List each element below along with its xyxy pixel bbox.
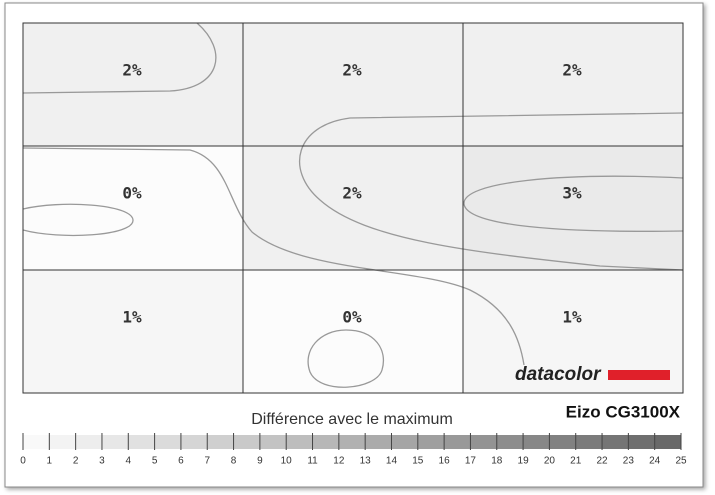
scale-tick-label: 22 (596, 456, 608, 467)
scale-segment (365, 435, 392, 449)
scale-segment (259, 435, 287, 449)
scale-tick-label: 12 (333, 456, 345, 467)
color-scale: 0 1 2 3 4 5 6 7 8 9 10 11 12 13 14 15 16 17 18 19 20 21 22 23 24… (20, 433, 687, 467)
cell (23, 146, 243, 270)
scale-tick-label: 0 (20, 456, 26, 467)
scale-tick-label: 2 (73, 456, 79, 467)
scale-tick-label: 21 (570, 456, 582, 467)
scale-segment (154, 435, 181, 449)
scale-segment (312, 435, 339, 449)
scale-segment (128, 435, 155, 449)
scale-tick-label: 18 (491, 456, 503, 467)
scale-segment (444, 435, 471, 449)
cell-label: 1% (122, 308, 142, 327)
contour (463, 175, 683, 232)
scale-segment (101, 435, 129, 449)
scale-tick-label: 14 (386, 456, 398, 467)
contour (307, 329, 384, 388)
model-label: Eizo CG3100X (566, 402, 681, 421)
scale-tick-label: 17 (465, 456, 477, 467)
scale-segment (391, 435, 418, 449)
scale-segment (417, 435, 445, 449)
scale-segment (523, 435, 550, 449)
contours (23, 23, 683, 388)
contour (23, 147, 525, 366)
cell-label: 1% (562, 308, 582, 327)
scale-segment (286, 435, 313, 449)
cell-label: 2% (342, 61, 362, 80)
cell (463, 23, 683, 146)
scale-tick-label: 23 (623, 456, 635, 467)
cell (243, 146, 463, 270)
legend-title: Différence avec le maximum (251, 411, 453, 428)
cell-label: 3% (562, 184, 582, 203)
cell (463, 146, 683, 270)
scale-tick-label: 10 (281, 456, 293, 467)
scale-tick-label: 19 (518, 456, 530, 467)
cell-label: 2% (562, 61, 582, 80)
cell-label: 0% (342, 308, 362, 327)
contour (23, 23, 217, 94)
scale-segment (496, 435, 524, 449)
contour (23, 203, 134, 237)
scale-tick-label: 5 (152, 456, 158, 467)
scale-tick-label: 13 (360, 456, 372, 467)
cell (23, 23, 243, 146)
scale-segment (207, 435, 234, 449)
scale-tick-label: 4 (125, 456, 131, 467)
scale-tick-label: 25 (675, 456, 687, 467)
scale-segment (75, 435, 102, 449)
scale-tick-label: 7 (204, 456, 210, 467)
scale-segment (654, 435, 681, 449)
logo: datacolor (515, 364, 602, 385)
scale-tick-label: 1 (47, 456, 53, 467)
cell (23, 270, 243, 393)
scale-tick-label: 20 (544, 456, 556, 467)
scale-tick-label: 15 (412, 456, 424, 467)
scale-segment (549, 435, 576, 449)
logo-bar (608, 370, 670, 380)
scale-tick-label: 6 (178, 456, 184, 467)
scale-segment (49, 435, 76, 449)
cells: 2% 2% 2% 0% 2% 3% 1% 0% 1% (23, 23, 683, 393)
scale-tick-label: 8 (231, 456, 237, 467)
scale-tick-label: 3 (99, 456, 105, 467)
scale-segment (602, 435, 629, 449)
cell-label: 0% (122, 184, 142, 203)
scale-segment (575, 435, 603, 449)
cell-label: 2% (122, 61, 142, 80)
scale-tick-label: 11 (307, 456, 318, 467)
scale-tick-label: 9 (257, 456, 263, 467)
grid-border (22, 22, 684, 394)
grid (22, 22, 684, 394)
scale-tick-label: 16 (439, 456, 451, 467)
cell (243, 270, 463, 393)
cell (243, 23, 463, 146)
scale-segment (470, 435, 497, 449)
scale-segment (23, 435, 50, 449)
scale-segment (180, 435, 208, 449)
scale-segment (628, 435, 655, 449)
contour (298, 112, 683, 271)
scale-segment (233, 435, 260, 449)
scale-segment (338, 435, 366, 449)
scale-tick-label: 24 (649, 456, 661, 467)
cell-label: 2% (342, 184, 362, 203)
